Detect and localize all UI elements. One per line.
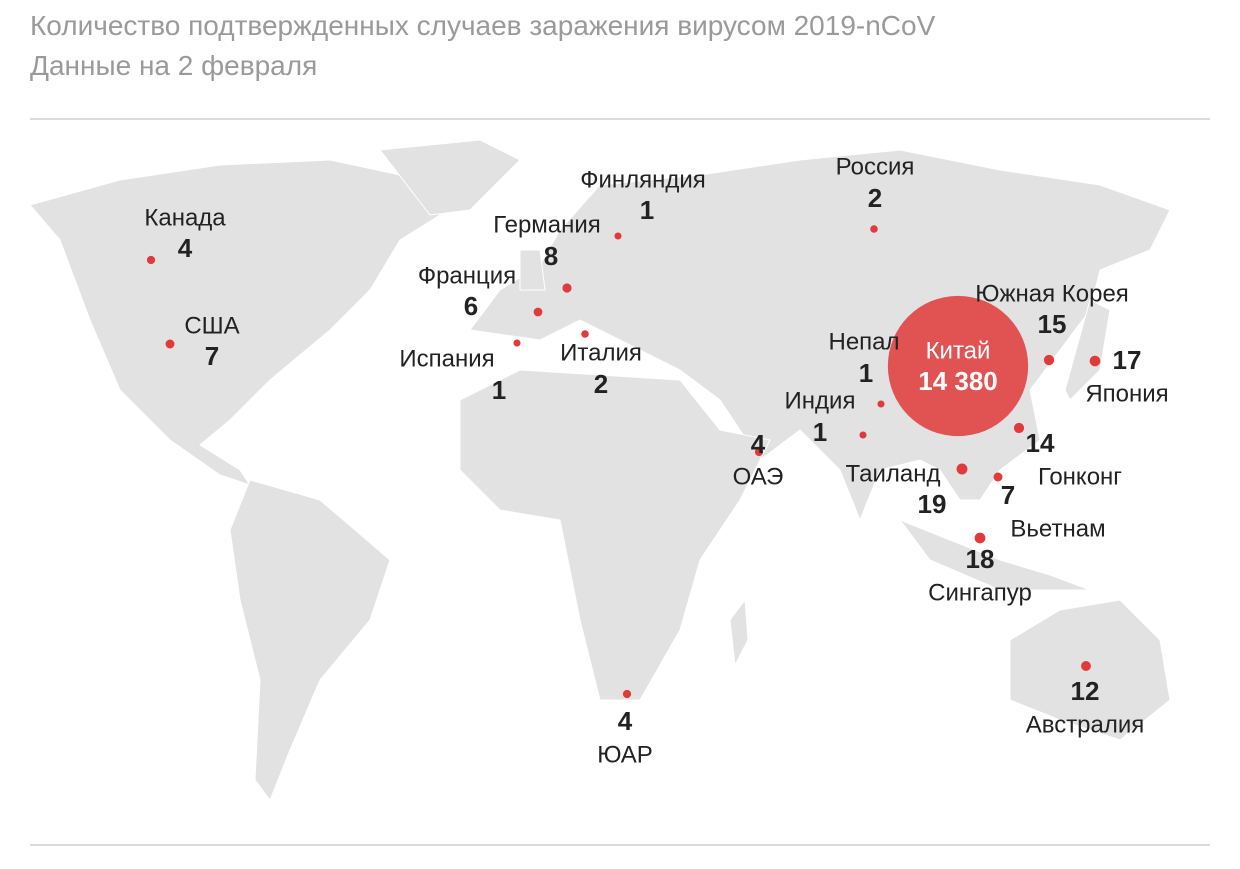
case-bubble bbox=[533, 307, 543, 317]
case-count: 17 bbox=[1113, 345, 1142, 375]
title: Количество подтвержденных случаев зараже… bbox=[30, 10, 936, 41]
country-name: Франция bbox=[418, 262, 516, 289]
country-name: США bbox=[184, 312, 239, 339]
case-count: 18 bbox=[966, 544, 995, 574]
country-name: ОАЭ bbox=[733, 463, 784, 490]
subtitle: Данные на 2 февраля bbox=[30, 50, 317, 81]
case-bubble bbox=[1089, 355, 1101, 367]
country-name: Австралия bbox=[1026, 711, 1145, 738]
country-name: Испания bbox=[399, 345, 494, 372]
case-bubble bbox=[1013, 422, 1025, 434]
case-bubble bbox=[614, 232, 622, 240]
case-count: 7 bbox=[205, 341, 219, 371]
case-count: 4 bbox=[178, 233, 193, 263]
country-name: Германия bbox=[493, 211, 601, 238]
case-bubble bbox=[562, 283, 572, 293]
country-name: Финляндия bbox=[580, 166, 706, 193]
case-bubble bbox=[165, 339, 175, 349]
case-count: 19 bbox=[918, 489, 947, 519]
case-bubble bbox=[956, 463, 968, 475]
case-bubble bbox=[622, 689, 632, 699]
country-name: Сингапур bbox=[928, 579, 1032, 606]
case-bubble bbox=[513, 339, 521, 347]
case-count: 14 380 bbox=[918, 366, 998, 396]
case-bubble bbox=[877, 400, 885, 408]
case-count: 12 bbox=[1071, 676, 1100, 706]
case-count: 15 bbox=[1038, 309, 1067, 339]
country-name: Китай bbox=[926, 337, 991, 364]
country-name: Канада bbox=[144, 204, 226, 231]
case-count: 1 bbox=[813, 417, 827, 447]
case-count: 14 bbox=[1026, 428, 1055, 458]
country-name: Гонконг bbox=[1038, 463, 1122, 490]
case-bubble bbox=[581, 330, 589, 338]
points: Канада4США7Финляндия1Германия8Франция6Ис… bbox=[144, 153, 1168, 768]
case-bubble bbox=[146, 255, 156, 265]
case-count: 2 bbox=[868, 183, 882, 213]
case-bubble bbox=[974, 532, 986, 544]
case-count: 2 bbox=[594, 369, 608, 399]
land bbox=[29, 139, 1171, 802]
case-count: 8 bbox=[544, 241, 558, 271]
case-count: 1 bbox=[859, 358, 873, 388]
country-name: Россия bbox=[836, 153, 915, 180]
country-name: Япония bbox=[1085, 380, 1168, 407]
case-count: 1 bbox=[640, 195, 654, 225]
country-name: Индия bbox=[785, 387, 856, 414]
country-name: Италия bbox=[560, 339, 642, 366]
case-bubble bbox=[859, 431, 867, 439]
case-count: 4 bbox=[751, 429, 766, 459]
case-count: 7 bbox=[1001, 480, 1015, 510]
case-bubble bbox=[993, 472, 1003, 482]
case-bubble bbox=[1043, 354, 1055, 366]
case-bubble bbox=[870, 225, 878, 233]
country-name: Таиланд bbox=[846, 460, 941, 487]
country-name: Вьетнам bbox=[1010, 515, 1105, 542]
country-name: ЮАР bbox=[597, 741, 652, 768]
country-name: Южная Корея bbox=[975, 280, 1129, 307]
country-name: Непал bbox=[828, 328, 899, 355]
case-count: 6 bbox=[464, 291, 478, 321]
case-bubble bbox=[754, 447, 764, 457]
case-count: 4 bbox=[618, 706, 633, 736]
case-count: 1 bbox=[492, 375, 506, 405]
case-bubble bbox=[887, 295, 1029, 437]
case-bubble bbox=[1081, 661, 1091, 671]
